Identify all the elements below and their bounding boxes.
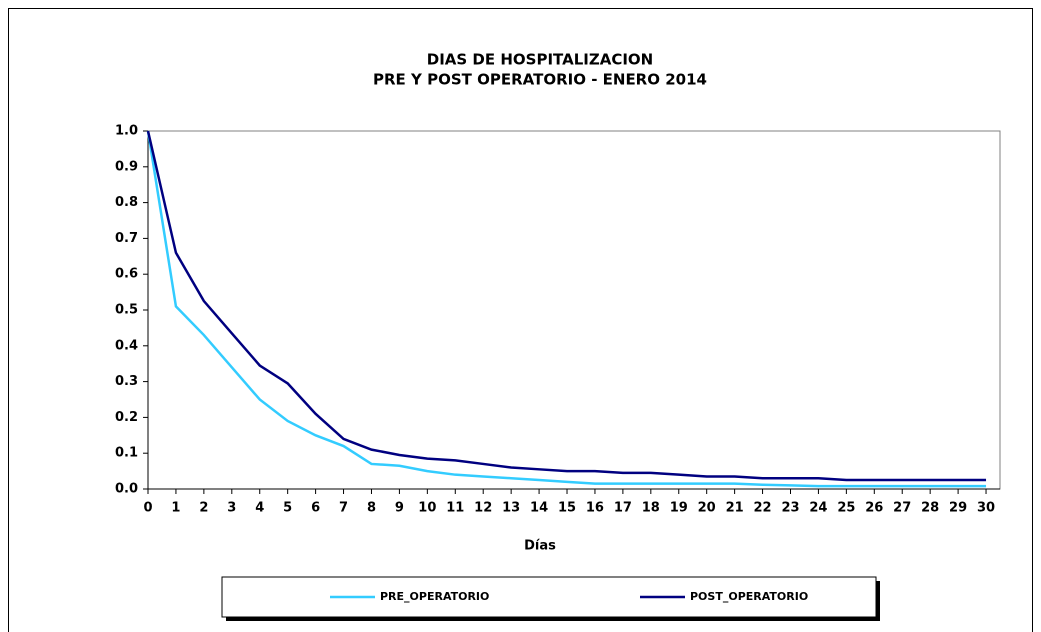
y-tick-label: 0.3: [115, 374, 138, 389]
x-tick-label: 22: [754, 501, 772, 516]
y-tick-label: 0.6: [115, 267, 138, 282]
x-tick-label: 23: [781, 501, 799, 516]
x-tick-label: 5: [283, 501, 292, 516]
x-tick-label: 0: [143, 501, 152, 516]
x-tick-label: 12: [474, 501, 492, 516]
y-tick-label: 0.0: [115, 482, 138, 497]
series-line: [146, 130, 987, 488]
x-tick-label: 27: [893, 501, 911, 516]
x-tick-label: 17: [614, 501, 632, 516]
x-tick-label: 10: [418, 501, 436, 516]
x-tick-label: 26: [865, 501, 883, 516]
legend-label: POST_OPERATORIO: [690, 590, 808, 603]
x-tick-label: 13: [502, 501, 520, 516]
x-tick-label: 7: [339, 501, 348, 516]
legend: [221, 576, 877, 618]
x-tick-label: 4: [255, 501, 264, 516]
x-tick-label: 1: [171, 501, 180, 516]
chart-title: DIAS DE HOSPITALIZACION: [427, 51, 653, 69]
chart-subtitle: PRE Y POST OPERATORIO - ENERO 2014: [373, 71, 707, 89]
x-tick-label: 14: [530, 501, 548, 516]
x-axis-label: Días: [524, 539, 556, 554]
y-tick-label: 0.1: [115, 446, 138, 461]
x-tick-label: 8: [367, 501, 376, 516]
x-tick-label: 20: [698, 501, 716, 516]
series-line: [146, 130, 987, 482]
y-tick-label: 0.7: [115, 231, 138, 246]
x-tick-label: 18: [642, 501, 660, 516]
x-tick-label: 15: [558, 501, 576, 516]
x-tick-label: 16: [586, 501, 604, 516]
y-tick-label: 0.8: [115, 195, 138, 210]
x-tick-label: 28: [921, 501, 939, 516]
x-tick-label: 11: [446, 501, 464, 516]
x-tick-label: 30: [977, 501, 995, 516]
x-tick-label: 3: [227, 501, 236, 516]
x-tick-label: 25: [837, 501, 855, 516]
plot-area: [147, 130, 1001, 490]
y-tick-label: 0.4: [115, 338, 138, 353]
legend-label: PRE_OPERATORIO: [380, 590, 489, 603]
y-tick-label: 1.0: [115, 124, 138, 139]
x-tick-label: 19: [670, 501, 688, 516]
x-tick-label: 29: [949, 501, 967, 516]
y-tick-label: 0.9: [115, 159, 138, 174]
x-tick-label: 9: [395, 501, 404, 516]
y-tick-label: 0.5: [115, 303, 138, 318]
y-tick-label: 0.2: [115, 410, 138, 425]
x-tick-label: 24: [809, 501, 827, 516]
x-tick-label: 2: [199, 501, 208, 516]
x-tick-label: 6: [311, 501, 320, 516]
x-tick-label: 21: [726, 501, 744, 516]
